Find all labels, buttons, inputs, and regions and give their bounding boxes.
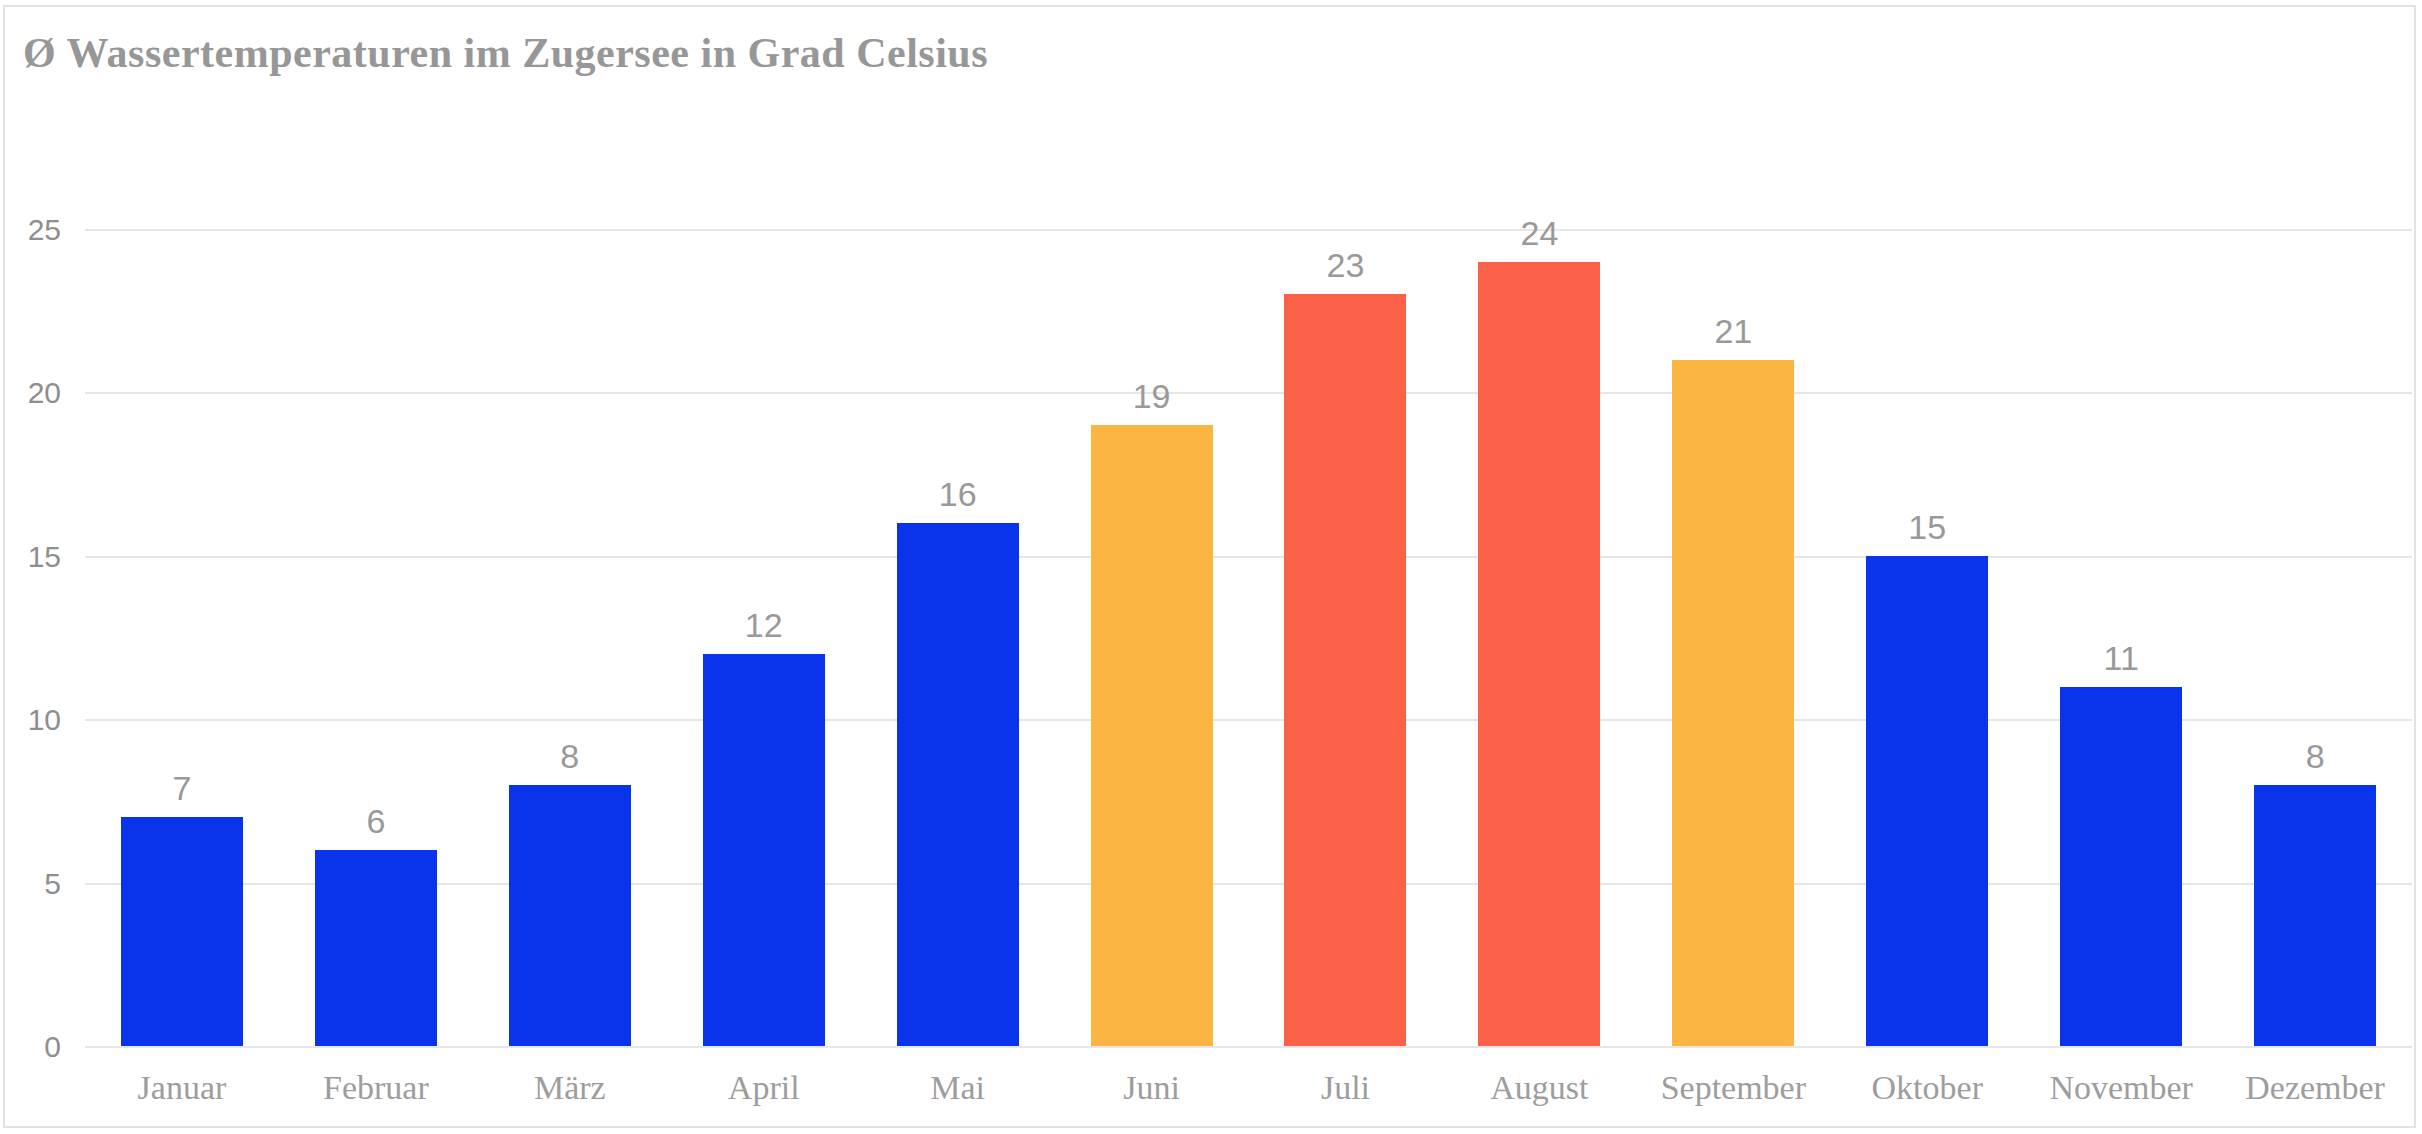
x-tick-label-juli: Juli (1249, 1069, 1443, 1107)
bar-slot-februar: 6 (279, 804, 473, 1046)
y-tick-label-10: 10 (5, 705, 61, 735)
x-tick-label-dezember: Dezember (2218, 1069, 2412, 1107)
y-tick-label-20: 20 (5, 378, 61, 408)
bar-oktober (1866, 556, 1988, 1046)
bar-mai (897, 523, 1019, 1046)
bar-slot-november: 11 (2024, 641, 2218, 1046)
bar-value-label: 16 (939, 477, 977, 511)
x-axis: JanuarFebruarMärzAprilMaiJuniJuliAugustS… (85, 1069, 2412, 1107)
y-tick-label-5: 5 (5, 869, 61, 899)
bar-slot-juli: 23 (1249, 248, 1443, 1046)
bar-september (1672, 360, 1794, 1046)
bar-slot-oktober: 15 (1830, 510, 2024, 1046)
x-tick-label-juni: Juni (1055, 1069, 1249, 1107)
bar-value-label: 15 (1908, 510, 1946, 544)
x-tick-label-august: August (1442, 1069, 1636, 1107)
x-tick-label-februar: Februar (279, 1069, 473, 1107)
x-tick-label-märz: März (473, 1069, 667, 1107)
bar-slot-juni: 19 (1055, 379, 1249, 1046)
bar-value-label: 7 (173, 771, 192, 805)
bar-value-label: 21 (1714, 314, 1752, 348)
bar-slot-april: 12 (667, 608, 861, 1046)
plot-area: 7 6 8 12 16 19 23 24 21 15 11 8 (85, 7, 2412, 1046)
bar-value-label: 24 (1521, 216, 1559, 250)
bar-value-label: 11 (2104, 641, 2139, 675)
bar-slot-september: 21 (1636, 314, 1830, 1046)
bar-slot-januar: 7 (85, 771, 279, 1046)
bar-value-label: 8 (560, 739, 579, 773)
y-tick-label-15: 15 (5, 542, 61, 572)
x-tick-label-april: April (667, 1069, 861, 1107)
bar-januar (121, 817, 243, 1046)
bar-slot-august: 24 (1442, 216, 1636, 1046)
bar-november (2060, 687, 2182, 1046)
bar-slot-märz: 8 (473, 739, 667, 1046)
bar-value-label: 8 (2306, 739, 2325, 773)
x-tick-label-mai: Mai (861, 1069, 1055, 1107)
bar-dezember (2254, 785, 2376, 1046)
x-tick-label-januar: Januar (85, 1069, 279, 1107)
chart-card: Ø Wassertemperaturen im Zugersee in Grad… (3, 5, 2416, 1128)
x-tick-label-oktober: Oktober (1830, 1069, 2024, 1107)
bar-slot-mai: 16 (861, 477, 1055, 1046)
bar-value-label: 6 (366, 804, 385, 838)
gridline-0 (85, 1046, 2412, 1048)
y-tick-label-25: 25 (5, 215, 61, 245)
bar-juli (1284, 294, 1406, 1046)
x-tick-label-september: September (1636, 1069, 1830, 1107)
bar-märz (509, 785, 631, 1046)
bar-slot-dezember: 8 (2218, 739, 2412, 1046)
bar-april (703, 654, 825, 1046)
bar-februar (315, 850, 437, 1046)
bar-value-label: 19 (1133, 379, 1171, 413)
bar-value-label: 12 (745, 608, 783, 642)
x-tick-label-november: November (2024, 1069, 2218, 1107)
bar-value-label: 23 (1327, 248, 1365, 282)
y-tick-label-0: 0 (5, 1032, 61, 1062)
bar-juni (1091, 425, 1213, 1046)
bar-august (1478, 262, 1600, 1046)
